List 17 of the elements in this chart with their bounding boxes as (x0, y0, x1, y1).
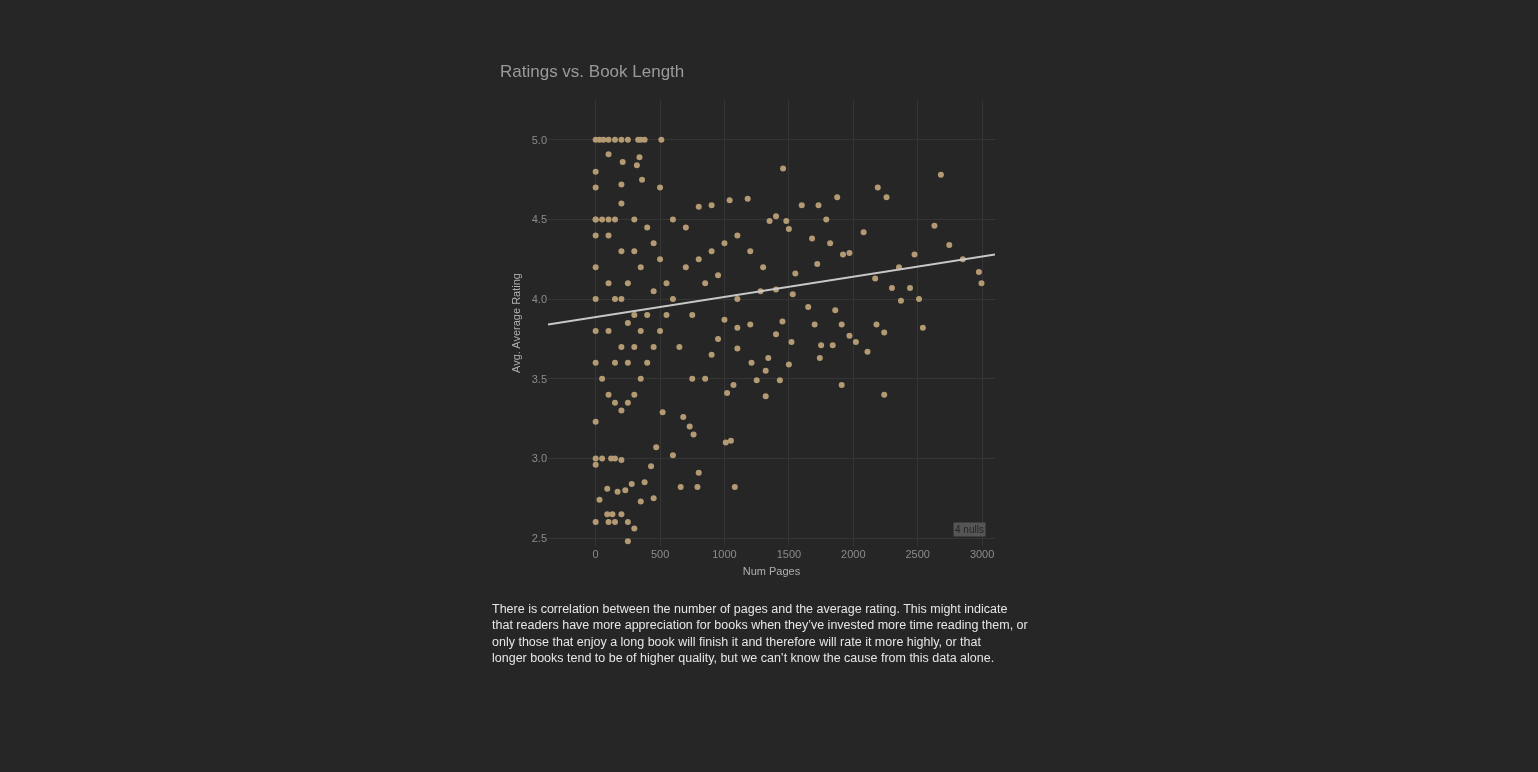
x-tick-label: 3000 (969, 548, 995, 560)
x-tick-label: 1000 (712, 548, 737, 560)
y-axis-title: Avg. Average Rating (510, 273, 523, 373)
y-tick-label: 4.0 (531, 292, 547, 305)
x-tick-label: 500 (650, 548, 670, 560)
y-tick-label: 3.5 (531, 372, 547, 385)
y-tick-label: 4.5 (531, 213, 547, 226)
x-tick-label: 2500 (905, 548, 930, 560)
y-tick-label: 2.5 (531, 531, 547, 544)
x-tick-label: 0 (592, 548, 599, 560)
y-tick-label: 5.0 (531, 133, 547, 146)
text: There is correlation between the number of pages and the average rating. This might indicate that readers have more appreciation for books when they’ve invested more time reading them, or only those that enjoy a long book will finish it and therefore will rate it more highly, or that longer books tend to be of higher quality, but we can’t know the cause from this data alone. (492, 602, 1028, 665)
x-axis-title: Num Pages (742, 565, 801, 578)
chart-title: Ratings vs. Book Length (500, 61, 685, 81)
x-tick-label: 2000 (841, 548, 866, 560)
x-tick-label: 1500 (776, 548, 802, 560)
y-tick-label: 3.0 (531, 452, 547, 465)
